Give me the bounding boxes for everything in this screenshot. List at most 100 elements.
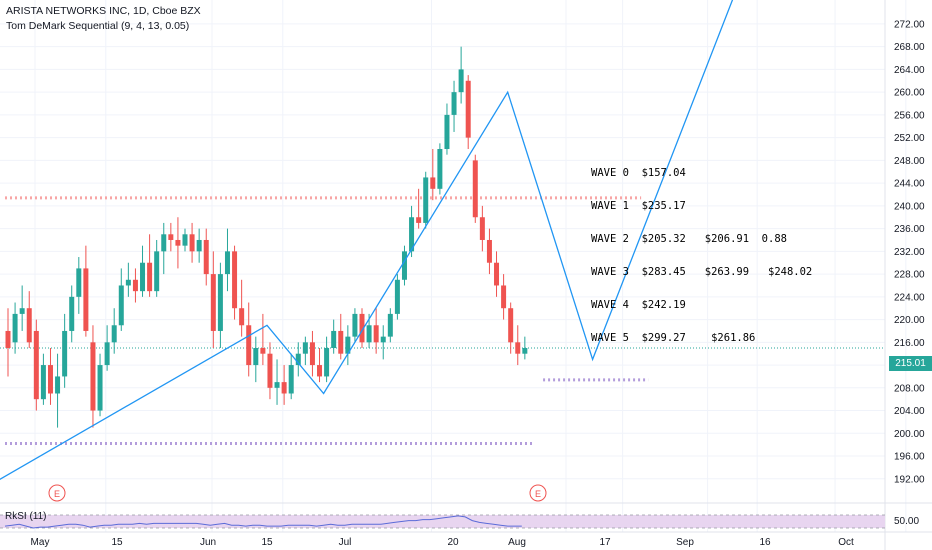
y-tick-label: 268.00 — [894, 42, 925, 53]
candle-body — [253, 348, 259, 366]
y-tick-label: 240.00 — [894, 201, 925, 212]
x-tick-label: Oct — [838, 537, 854, 548]
candle-body — [437, 149, 443, 189]
y-tick-label: 200.00 — [894, 429, 925, 440]
earnings-marker-aug — [529, 484, 547, 502]
candle-body — [465, 80, 471, 138]
current-price-tag: 215.01 — [889, 356, 932, 371]
x-tick-label: 16 — [759, 537, 771, 548]
candle-body — [458, 69, 464, 93]
y-tick-label: 196.00 — [894, 452, 925, 463]
y-tick-label: 204.00 — [894, 406, 925, 417]
earnings-marker-may — [48, 484, 66, 502]
candle-body — [90, 342, 96, 411]
candle-body — [373, 325, 379, 343]
candle-body — [338, 330, 344, 354]
candle-body — [345, 336, 351, 354]
candle-body — [168, 234, 174, 240]
candle-body — [486, 239, 492, 263]
candle-body — [33, 330, 39, 400]
x-tick-label: Aug — [508, 537, 526, 548]
candle-body — [125, 279, 131, 286]
rsi-line — [4, 515, 522, 529]
candle-body — [430, 177, 436, 189]
wave-row: WAVE 4 $242.19 — [591, 299, 686, 311]
y-tick-label: 232.00 — [894, 247, 925, 258]
candle-body — [69, 296, 75, 331]
candle-body — [161, 234, 167, 252]
x-tick-label: Sep — [676, 537, 694, 548]
candle-body — [302, 342, 308, 354]
rsi-label: RkSI (11) — [5, 511, 47, 522]
y-tick-label: 224.00 — [894, 292, 925, 303]
candle-body — [232, 251, 238, 309]
x-tick-label: 15 — [261, 537, 273, 548]
candle-body — [12, 313, 18, 343]
candle-body — [401, 251, 407, 280]
y-tick-label: 264.00 — [894, 65, 925, 76]
candle-body — [154, 251, 160, 292]
candle-body — [239, 308, 245, 326]
candle-body — [515, 342, 521, 354]
candle-body — [416, 217, 422, 223]
candle-body — [140, 262, 146, 292]
wave-row: WAVE 2 $205.32 $206.91 0.88 — [591, 233, 787, 245]
candle-body — [281, 382, 287, 394]
earnings-label: E — [54, 489, 60, 499]
symbol-title: ARISTA NETWORKS INC, 1D, Cboe BZX — [6, 5, 201, 17]
candle-body — [224, 251, 230, 275]
candle-body — [196, 239, 202, 252]
price-axis: 192.00196.00200.00204.00208.00212.00216.… — [884, 0, 925, 550]
y-tick-label: 248.00 — [894, 156, 925, 167]
time-axis: May 15 Jun 15 Jul 20 Aug 17 Sep 16 Oct — [0, 531, 932, 548]
candle-body — [309, 342, 315, 366]
candle-body — [97, 365, 103, 411]
y-tick-label: 220.00 — [894, 315, 925, 326]
y-tick-label: 260.00 — [894, 88, 925, 99]
candle-body — [104, 342, 110, 366]
candle-body — [111, 325, 117, 343]
candle-body — [359, 313, 365, 343]
y-tick-label: 208.00 — [894, 383, 925, 394]
candle-body — [47, 365, 53, 394]
candle-body — [508, 308, 514, 343]
rsi-tick-label: 50.00 — [894, 516, 919, 527]
wave-polyline — [0, 0, 734, 480]
candle-body — [380, 336, 386, 343]
candle-body — [366, 325, 372, 343]
candle-body — [451, 92, 457, 115]
wave-row: WAVE 1 $235.17 — [591, 200, 686, 212]
candle-body — [387, 313, 393, 337]
candle-body — [5, 330, 11, 349]
x-tick-label: May — [31, 537, 50, 548]
x-tick-label: 17 — [599, 537, 611, 548]
candle-body — [331, 330, 337, 349]
indicator-title: Tom DeMark Sequential (9, 4, 13, 0.05) — [6, 20, 190, 32]
candle-body — [423, 177, 429, 223]
wave-row: WAVE 3 $283.45 $263.99 $248.02 — [591, 266, 813, 278]
x-tick-label: 15 — [111, 537, 123, 548]
candle-body — [472, 160, 478, 218]
x-tick-label: Jun — [200, 537, 216, 548]
candle-body — [62, 330, 68, 377]
elliott-wave-line — [0, 0, 734, 480]
wave-row: WAVE 0 $157.04 — [591, 167, 686, 179]
y-tick-label: 256.00 — [894, 110, 925, 121]
candle-body — [217, 274, 223, 331]
candle-body — [444, 114, 450, 150]
candle-body — [55, 376, 61, 394]
candle-body — [203, 239, 209, 275]
y-tick-label: 252.00 — [894, 133, 925, 144]
candle-body — [19, 308, 25, 314]
rsi-pane: RkSI (11) 50.00 — [0, 502, 932, 529]
candle-body — [501, 285, 507, 309]
candle-body — [522, 348, 528, 354]
support-resistance-levels — [0, 196, 885, 446]
y-tick-label: 192.00 — [894, 474, 925, 485]
y-tick-label: 228.00 — [894, 270, 925, 281]
candle-body — [352, 313, 358, 337]
candle-body — [175, 239, 181, 246]
candle-body — [40, 365, 46, 400]
candle-body — [189, 234, 195, 252]
